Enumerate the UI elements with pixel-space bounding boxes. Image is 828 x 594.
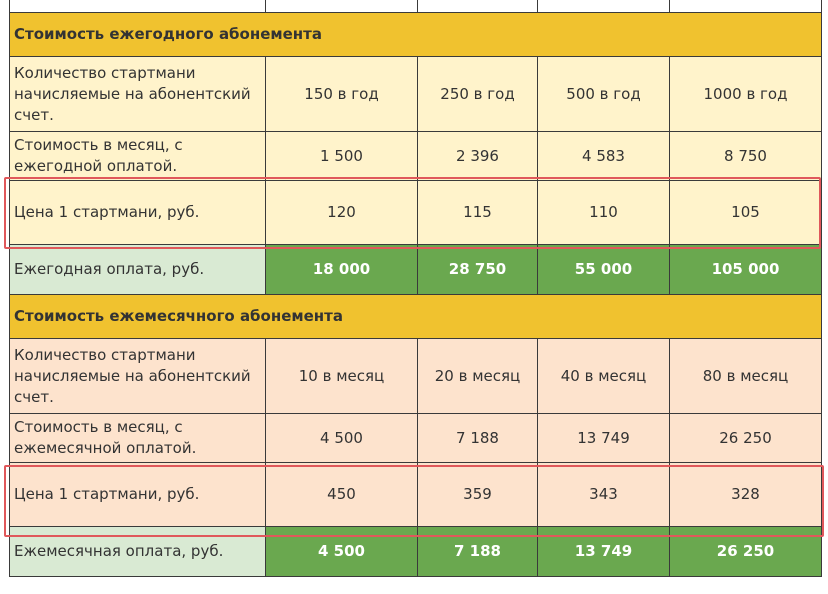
table-cell: 1000 в год <box>669 56 822 132</box>
table-cell: 115 <box>417 180 538 245</box>
total-cell: 4 500 <box>265 526 418 577</box>
monthly-section-header: Стоимость ежемесячного абонемента <box>9 294 822 339</box>
monthly-total-row: Ежемесячная оплата, руб. 4 500 7 188 13 … <box>9 526 822 577</box>
table-row: Количество стартмани начисляемые на абон… <box>9 56 822 132</box>
row-label: Цена 1 стартмани, руб. <box>9 462 266 527</box>
row-label: Количество стартмани начисляемые на абон… <box>9 56 266 132</box>
empty-cell <box>417 0 538 13</box>
table-cell: 343 <box>537 462 670 527</box>
empty-cell <box>669 0 822 13</box>
table-cell: 250 в год <box>417 56 538 132</box>
table-row-highlighted: Цена 1 стартмани, руб. 120 115 110 105 <box>9 180 822 245</box>
table-row: Стоимость в месяц, с ежегодной оплатой. … <box>9 131 822 181</box>
table-cell: 2 396 <box>417 131 538 181</box>
total-cell: 26 250 <box>669 526 822 577</box>
row-label: Стоимость в месяц, с ежемесячной оплатой… <box>9 413 266 463</box>
table-cell: 500 в год <box>537 56 670 132</box>
yearly-section-header: Стоимость ежегодного абонемента <box>9 12 822 57</box>
table-cell: 7 188 <box>417 413 538 463</box>
table-cell: 105 <box>669 180 822 245</box>
monthly-section-title: Стоимость ежемесячного абонемента <box>9 294 822 339</box>
pricing-table: Стоимость ежегодного абонемента Количест… <box>9 0 822 577</box>
table-row-highlighted: Цена 1 стартмани, руб. 450 359 343 328 <box>9 462 822 527</box>
table-cell: 10 в месяц <box>265 338 418 414</box>
row-label: Количество стартмани начисляемые на абон… <box>9 338 266 414</box>
total-cell: 28 750 <box>417 244 538 295</box>
empty-cell <box>9 0 266 13</box>
table-cell: 13 749 <box>537 413 670 463</box>
yearly-section-title: Стоимость ежегодного абонемента <box>9 12 822 57</box>
total-cell: 18 000 <box>265 244 418 295</box>
table-cell: 359 <box>417 462 538 527</box>
total-cell: 13 749 <box>537 526 670 577</box>
table-cell: 150 в год <box>265 56 418 132</box>
table-cell: 26 250 <box>669 413 822 463</box>
table-cell: 1 500 <box>265 131 418 181</box>
table-cell: 40 в месяц <box>537 338 670 414</box>
total-cell: 7 188 <box>417 526 538 577</box>
table-cell: 450 <box>265 462 418 527</box>
row-label: Стоимость в месяц, с ежегодной оплатой. <box>9 131 266 181</box>
table-row: Количество стартмани начисляемые на абон… <box>9 338 822 414</box>
row-label: Цена 1 стартмани, руб. <box>9 180 266 245</box>
table-cell: 110 <box>537 180 670 245</box>
table-row: Стоимость в месяц, с ежемесячной оплатой… <box>9 413 822 463</box>
total-cell: 105 000 <box>669 244 822 295</box>
table-cell: 8 750 <box>669 131 822 181</box>
table-cell: 4 500 <box>265 413 418 463</box>
total-cell: 55 000 <box>537 244 670 295</box>
empty-cell <box>265 0 418 13</box>
table-cell: 20 в месяц <box>417 338 538 414</box>
table-cell: 120 <box>265 180 418 245</box>
table-cell: 4 583 <box>537 131 670 181</box>
table-cell: 80 в месяц <box>669 338 822 414</box>
yearly-total-row: Ежегодная оплата, руб. 18 000 28 750 55 … <box>9 244 822 295</box>
row-label: Ежемесячная оплата, руб. <box>9 526 266 577</box>
empty-cell <box>537 0 670 13</box>
table-cell: 328 <box>669 462 822 527</box>
top-spacer-row <box>9 0 822 13</box>
row-label: Ежегодная оплата, руб. <box>9 244 266 295</box>
